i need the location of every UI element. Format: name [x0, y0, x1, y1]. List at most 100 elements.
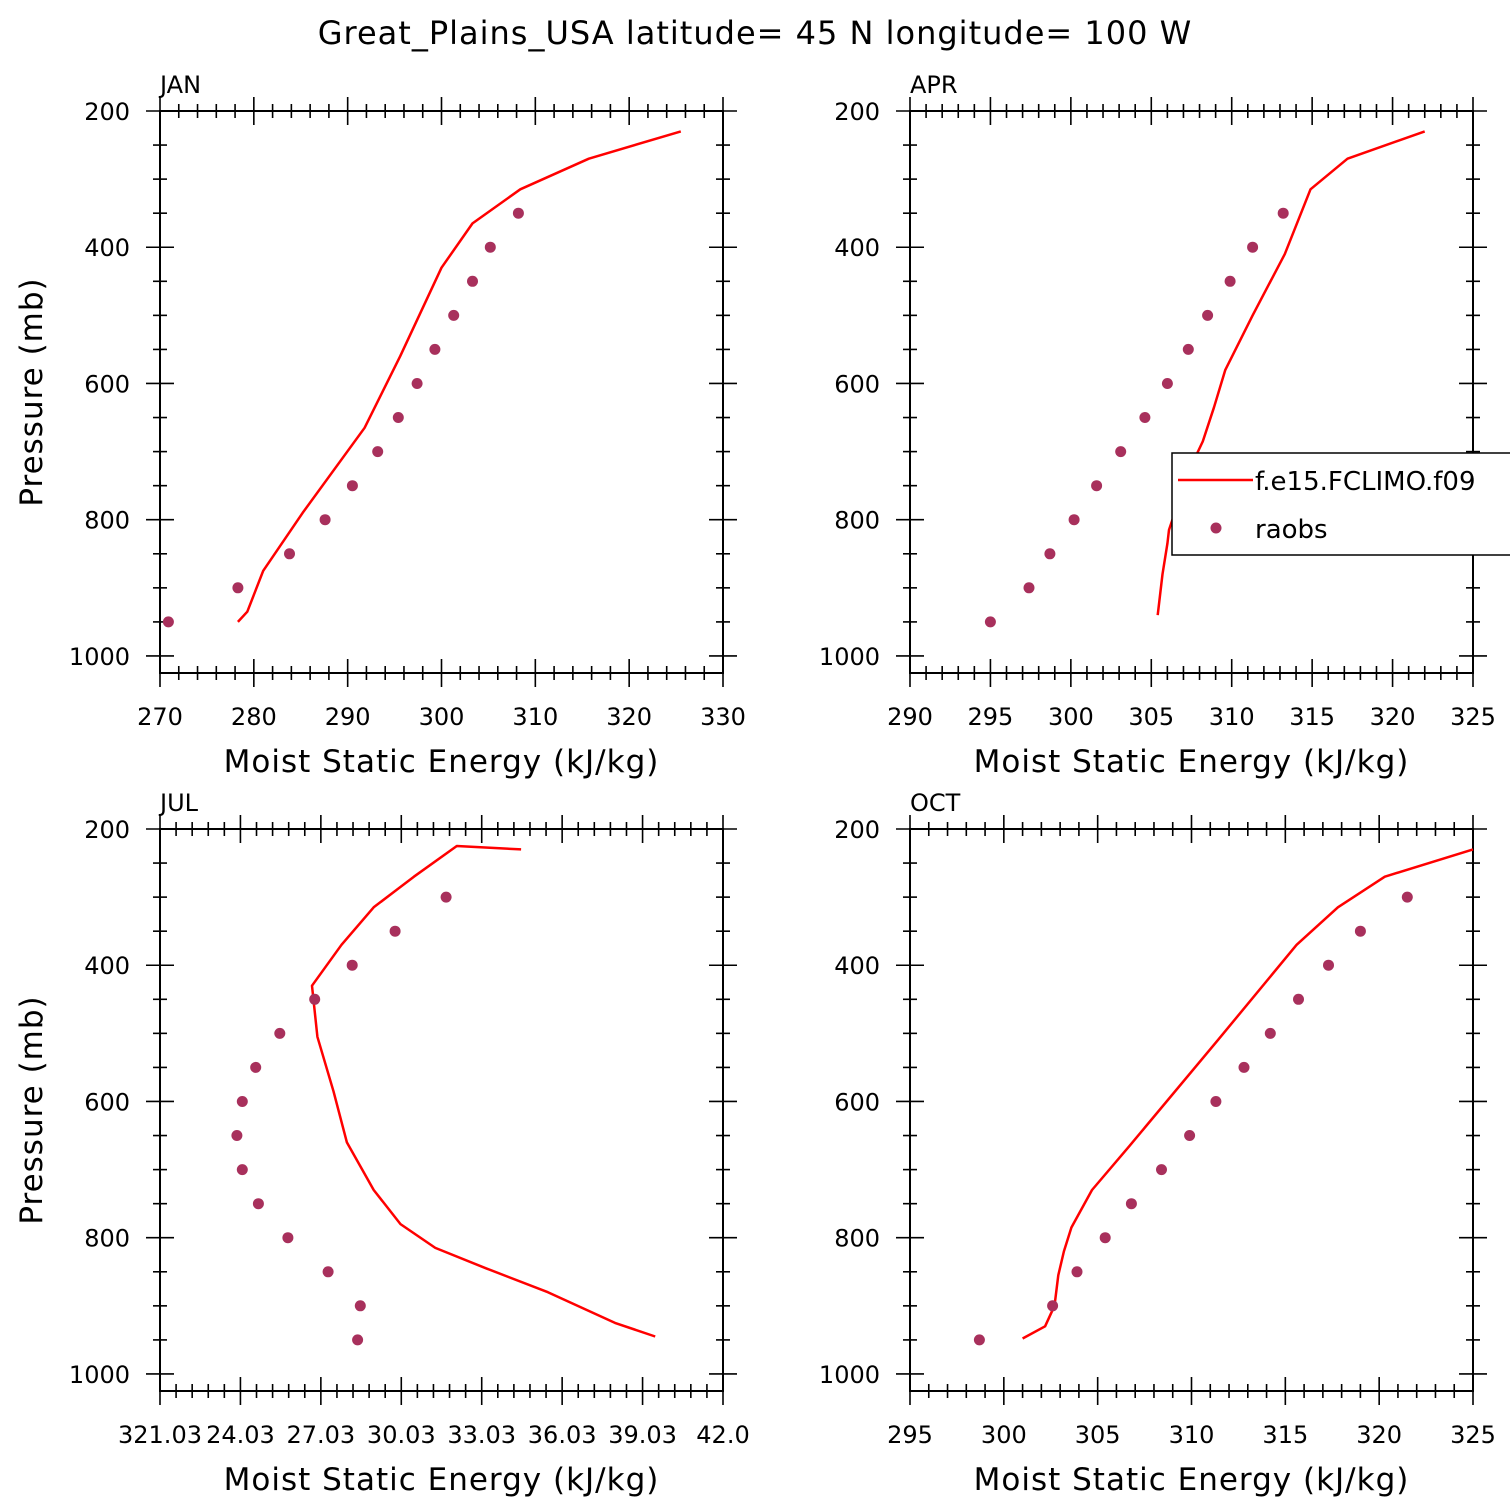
- raobs-point: [448, 309, 460, 321]
- legend-box: [1171, 452, 1510, 556]
- raobs-point: [162, 616, 174, 628]
- raobs-point: [467, 275, 478, 287]
- panel-jul: 200 400 600 800 1000 321.03 24.03 27.03 30.03 33.…: [14, 789, 750, 1498]
- figure-title: Great_Plains_USA latitude= 45 N longitud…: [318, 14, 1193, 52]
- y-tick-label: 200: [84, 816, 130, 844]
- raobs-point: [512, 207, 524, 219]
- x-tick-label: 290: [325, 703, 371, 731]
- x-tick-label: 321.03: [118, 1421, 202, 1449]
- raobs-point: [232, 582, 244, 594]
- raobs-point: [1044, 548, 1056, 560]
- raobs-point: [1047, 1300, 1059, 1312]
- raobs-point: [282, 1232, 294, 1244]
- raobs-point: [372, 446, 384, 458]
- raobs-point: [236, 1096, 248, 1107]
- raobs-point: [1156, 1164, 1167, 1176]
- plot-frame: [159, 110, 724, 674]
- panel-label: JAN: [158, 71, 201, 99]
- x-tick-label: 305: [1128, 703, 1174, 731]
- y-tick-label: 800: [834, 507, 880, 535]
- raobs-point: [309, 993, 321, 1005]
- panel-label: OCT: [910, 789, 961, 817]
- model-line: [1156, 130, 1426, 616]
- y-axis-label: Pressure (mb): [14, 277, 50, 506]
- legend: f.e15.FCLIMO.f09 raobs: [1171, 452, 1510, 556]
- raobs-point: [1210, 1096, 1222, 1107]
- y-tick-label: 400: [84, 952, 130, 980]
- raobs-point: [322, 1266, 334, 1278]
- raobs-point: [274, 1027, 286, 1039]
- raobs-point: [429, 343, 441, 355]
- raobs-point: [236, 1164, 248, 1176]
- x-tick-label: 310: [1209, 703, 1255, 731]
- model-line: [236, 130, 682, 623]
- raobs-point: [1238, 1061, 1250, 1073]
- panel-label: APR: [910, 71, 958, 99]
- raobs-point: [1224, 275, 1236, 287]
- y-tick-label: 1000: [819, 1361, 880, 1389]
- panel-jan: 200 400 600 800 1000 270 280 290 300 310 320 330 JAN…: [14, 71, 746, 780]
- raobs-point: [1099, 1232, 1111, 1244]
- y-tick-label: 600: [84, 1088, 130, 1116]
- x-tick-label: 33.03: [447, 1421, 516, 1449]
- raobs-point: [1202, 309, 1214, 321]
- y-tick-label: 200: [84, 98, 130, 126]
- raobs-point: [354, 1300, 366, 1312]
- y-tick-label: 1000: [69, 643, 130, 671]
- raobs-point: [392, 412, 404, 423]
- x-axis-label: Moist Static Energy (kJ/kg): [974, 744, 1410, 780]
- x-axis-label: Moist Static Energy (kJ/kg): [224, 1462, 660, 1498]
- x-tick-label: 295: [887, 1421, 933, 1449]
- x-tick-label: 325: [1450, 1421, 1496, 1449]
- y-axis-label: Pressure (mb): [14, 995, 50, 1224]
- x-tick-label: 27.03: [286, 1421, 355, 1449]
- raobs-point: [1247, 241, 1259, 253]
- y-tick-label: 600: [834, 1088, 880, 1116]
- raobs-point: [1161, 378, 1173, 389]
- y-tick-label: 600: [834, 370, 880, 398]
- x-tick-label: 320: [1356, 1421, 1402, 1449]
- raobs-point: [973, 1334, 985, 1346]
- panel-oct: 200 400 600 800 1000 295 300 305 310 315 320 325 OCT…: [819, 789, 1496, 1498]
- y-tick-label: 800: [834, 1225, 880, 1253]
- model-line: [310, 844, 656, 1338]
- raobs-point: [1293, 993, 1304, 1005]
- x-tick-label: 325: [1450, 703, 1496, 731]
- x-tick-label: 24.03: [206, 1421, 275, 1449]
- x-axis-label: Moist Static Energy (kJ/kg): [224, 744, 660, 780]
- plot-frame: [909, 828, 1474, 1392]
- raobs-point: [1071, 1266, 1083, 1278]
- panel-apr: 200 400 600 800 1000 290 295 300 305 310 315 320 325…: [819, 71, 1496, 780]
- plot-frame: [159, 828, 724, 1392]
- x-tick-label: 320: [606, 703, 652, 731]
- raobs-point: [1125, 1198, 1137, 1210]
- x-tick-label: 315: [1262, 1421, 1308, 1449]
- raobs-point: [1182, 343, 1194, 355]
- y-tick-label: 800: [84, 1225, 130, 1253]
- raobs-point: [346, 480, 358, 492]
- raobs-point: [389, 925, 401, 937]
- raobs-point: [984, 616, 996, 628]
- legend-obs-label: raobs: [1255, 515, 1328, 545]
- raobs-point: [440, 891, 452, 903]
- y-tick-label: 800: [84, 507, 130, 535]
- x-tick-label: 295: [968, 703, 1014, 731]
- model-line: [1022, 848, 1474, 1340]
- plot-frame: [909, 110, 1474, 674]
- y-tick-label: 600: [84, 370, 130, 398]
- raobs-point: [1323, 959, 1334, 971]
- x-tick-label: 280: [231, 703, 277, 731]
- y-tick-label: 400: [834, 234, 880, 262]
- x-tick-label: 300: [419, 703, 465, 731]
- raobs-point: [252, 1198, 264, 1210]
- raobs-point: [1184, 1130, 1196, 1141]
- x-tick-label: 310: [1169, 1421, 1215, 1449]
- raobs-point: [346, 959, 358, 971]
- raobs-point: [1139, 412, 1151, 423]
- x-tick-label: 30.03: [367, 1421, 436, 1449]
- raobs-point: [1354, 925, 1366, 937]
- raobs-point: [1091, 480, 1103, 492]
- legend-obs-swatch: [1210, 522, 1222, 534]
